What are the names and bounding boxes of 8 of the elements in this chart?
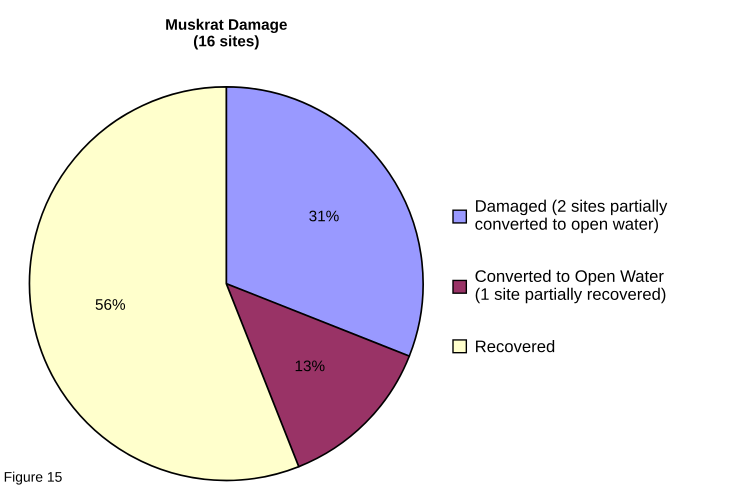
legend-label: Recovered — [476, 340, 554, 352]
legend-label: Converted to Open Water (1 site partially recovered) — [476, 270, 666, 304]
caption: Figure 15 — [4, 472, 62, 485]
legend-label: Damaged (2 sites partially converted to open water) — [475, 200, 668, 234]
data-label: 13% — [296, 360, 325, 372]
chart-title: Muskrat Damage (16 sites) — [166, 18, 287, 50]
data-label: 56% — [96, 299, 126, 310]
data-label: 31% — [309, 210, 339, 222]
